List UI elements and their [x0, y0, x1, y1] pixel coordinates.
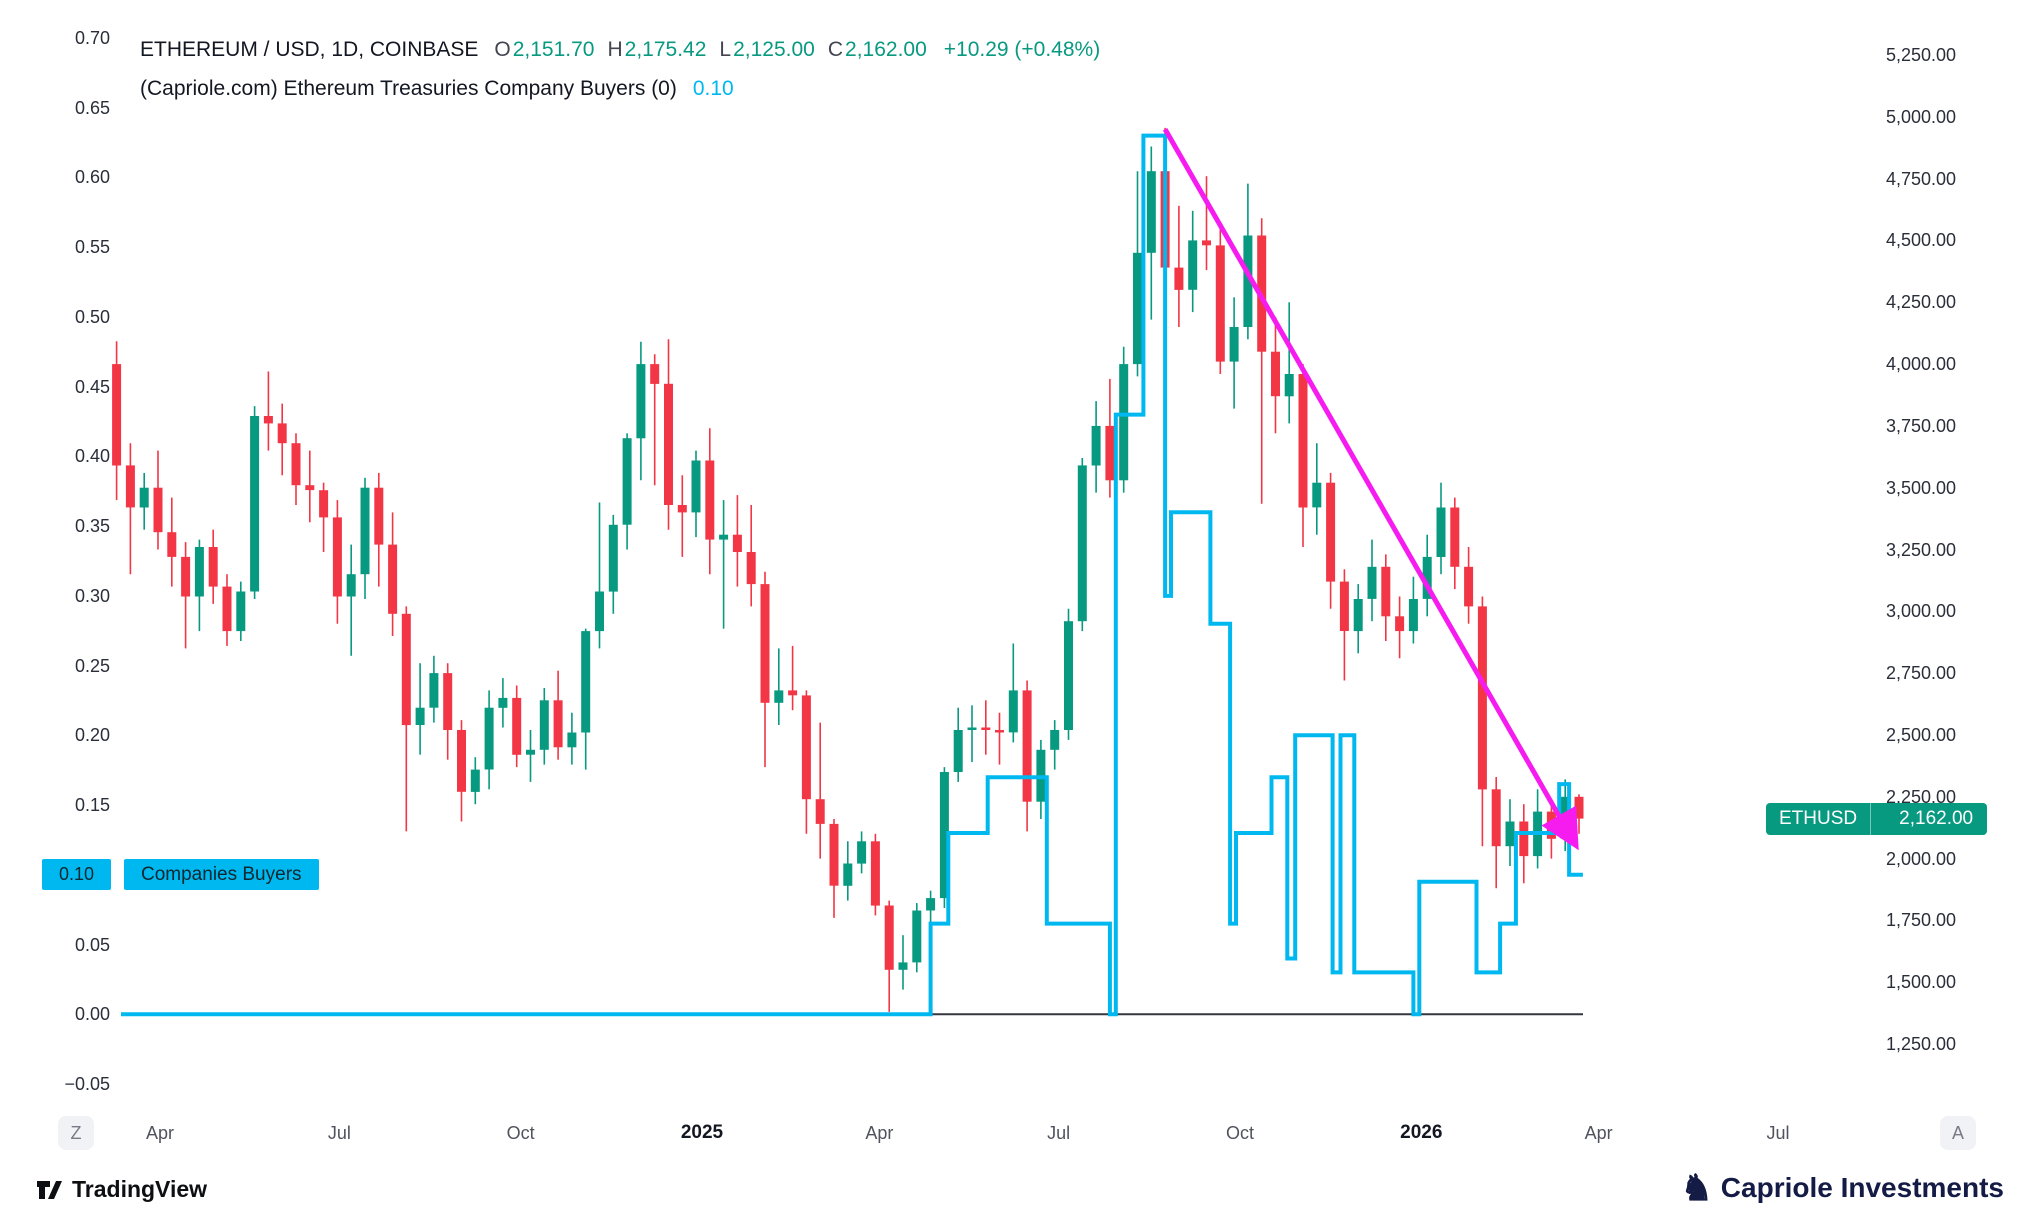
time-axis-tick: Jul [1047, 1123, 1071, 1143]
time-axis-tick: Apr [1584, 1123, 1613, 1143]
chart-legend: ETHEREUM / USD, 1D, COINBASE O2,151.70 H… [140, 38, 1100, 101]
left-axis-tick: 0.55 [74, 237, 110, 258]
left-axis-tick: 0.65 [74, 97, 110, 118]
ethusd-price-tag: ETHUSD 2,162.00 [1766, 803, 1988, 835]
right-axis-tick: 4,750.00 [1886, 168, 1957, 189]
right-axis-tick: 2,750.00 [1886, 663, 1957, 684]
capriole-brand: ♞ Capriole Investments [1681, 1170, 2004, 1206]
right-axis-tick: 2,250.00 [1886, 786, 1957, 807]
right-axis-tick: 1,750.00 [1886, 910, 1957, 931]
tradingview-label: TradingView [72, 1176, 208, 1202]
right-axis-tick: 3,500.00 [1886, 477, 1957, 498]
symbol-legend-row[interactable]: ETHEREUM / USD, 1D, COINBASE O2,151.70 H… [140, 38, 1100, 62]
tradingview-logo-icon [37, 1181, 62, 1199]
right-axis-tick: 5,000.00 [1886, 106, 1957, 127]
ohlc-high: H2,175.42 [607, 38, 707, 61]
right-axis-tick: 4,000.00 [1886, 354, 1957, 375]
ohlc-close: C2,162.00 [827, 38, 927, 61]
left-axis-tick: 0.15 [74, 795, 110, 816]
right-axis-tick: 1,500.00 [1886, 972, 1957, 993]
left-axis-tick: 0.50 [74, 306, 110, 327]
left-axis-tick: 0.30 [74, 585, 110, 606]
time-axis-tick: Oct [506, 1123, 535, 1143]
right-scale-auto-button[interactable]: A [1940, 1116, 1976, 1150]
left-axis-tick: 0.60 [74, 167, 110, 188]
right-axis-tick: 5,250.00 [1886, 45, 1957, 65]
right-axis-tick: 3,750.00 [1886, 415, 1957, 436]
indicator-value: 0.10 [692, 77, 734, 100]
left-axis-tick: 0.40 [74, 446, 110, 467]
price-tag-symbol: ETHUSD [1779, 808, 1858, 829]
left-axis-tick: 0.25 [74, 655, 110, 676]
right-axis-tick: 4,500.00 [1886, 230, 1957, 251]
left-axis-tick: 0.05 [74, 934, 110, 955]
left-axis-tick: 0.00 [74, 1004, 110, 1025]
left-axis-tick: −0.05 [64, 1074, 110, 1094]
price-tag-divider [1870, 803, 1872, 835]
right-axis-tick: 3,000.00 [1886, 601, 1957, 622]
left-scale-reset-button[interactable]: Z [58, 1116, 94, 1150]
capriole-label: Capriole Investments [1720, 1172, 2004, 1203]
left-axis-tick: 0.35 [74, 516, 110, 537]
symbol-title: ETHEREUM / USD, 1D, COINBASE [140, 38, 479, 61]
companies-buyers-label-tag: Companies Buyers [124, 859, 319, 890]
indicator-title: (Capriole.com) Ethereum Treasuries Compa… [140, 77, 677, 100]
time-axis-tick: Jul [1766, 1123, 1790, 1143]
left-axis-tick: 0.70 [74, 28, 110, 48]
time-axis-tick: 2026 [1400, 1122, 1443, 1143]
right-axis-tick: 2,000.00 [1886, 848, 1957, 869]
left-axis-tick: 0.20 [74, 725, 110, 746]
time-axis-tick: Jul [327, 1123, 351, 1143]
indicator-legend-row[interactable]: (Capriole.com) Ethereum Treasuries Compa… [140, 77, 1100, 101]
time-axis-tick: 2025 [680, 1122, 724, 1143]
right-axis-tick: 1,250.00 [1886, 1034, 1957, 1054]
ohlc-low: L2,125.00 [719, 38, 815, 61]
time-axis-tick: Oct [1225, 1123, 1254, 1143]
time-axis-tick: Apr [145, 1123, 174, 1143]
capriole-horse-icon: ♞ [1680, 1167, 1713, 1208]
ohlc-open: O2,151.70 [494, 38, 595, 61]
tradingview-brand[interactable]: TradingView [36, 1176, 207, 1203]
right-axis-tick: 3,250.00 [1886, 539, 1957, 560]
price-tag-value: 2,162.00 [1899, 808, 1974, 829]
price-change: +10.29 (+0.48%) [943, 38, 1101, 61]
time-axis-tick: Apr [865, 1123, 894, 1143]
right-axis-tick: 2,500.00 [1886, 724, 1957, 745]
indicator-axis-value-tag: 0.10 [42, 859, 111, 890]
left-axis-tick: 0.45 [74, 376, 110, 397]
right-axis-tick: 4,250.00 [1886, 292, 1957, 313]
